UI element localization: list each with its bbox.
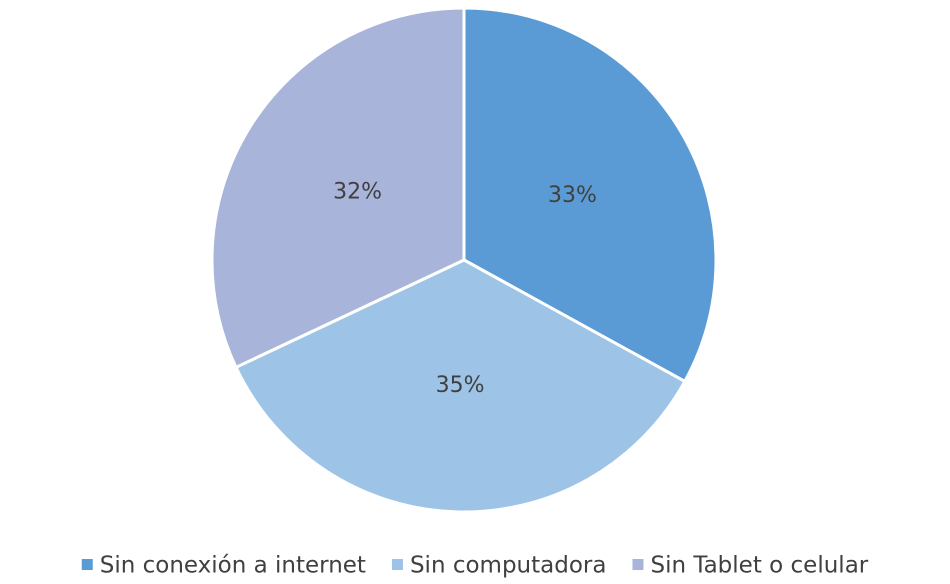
data-label: 32% [333,179,382,204]
pie-slice [462,6,718,384]
legend-label: Sin Tablet o celular [650,553,868,579]
legend-swatch [81,559,93,570]
pie-slice [233,258,687,514]
legend-swatch [632,559,644,570]
legend-label: Sin conexión a internet [100,553,366,579]
data-label: 33% [548,183,597,208]
data-label: 35% [436,373,485,398]
pie-slice [210,6,466,370]
legend-label: Sin computadora [410,553,607,579]
legend-swatch [391,559,403,570]
